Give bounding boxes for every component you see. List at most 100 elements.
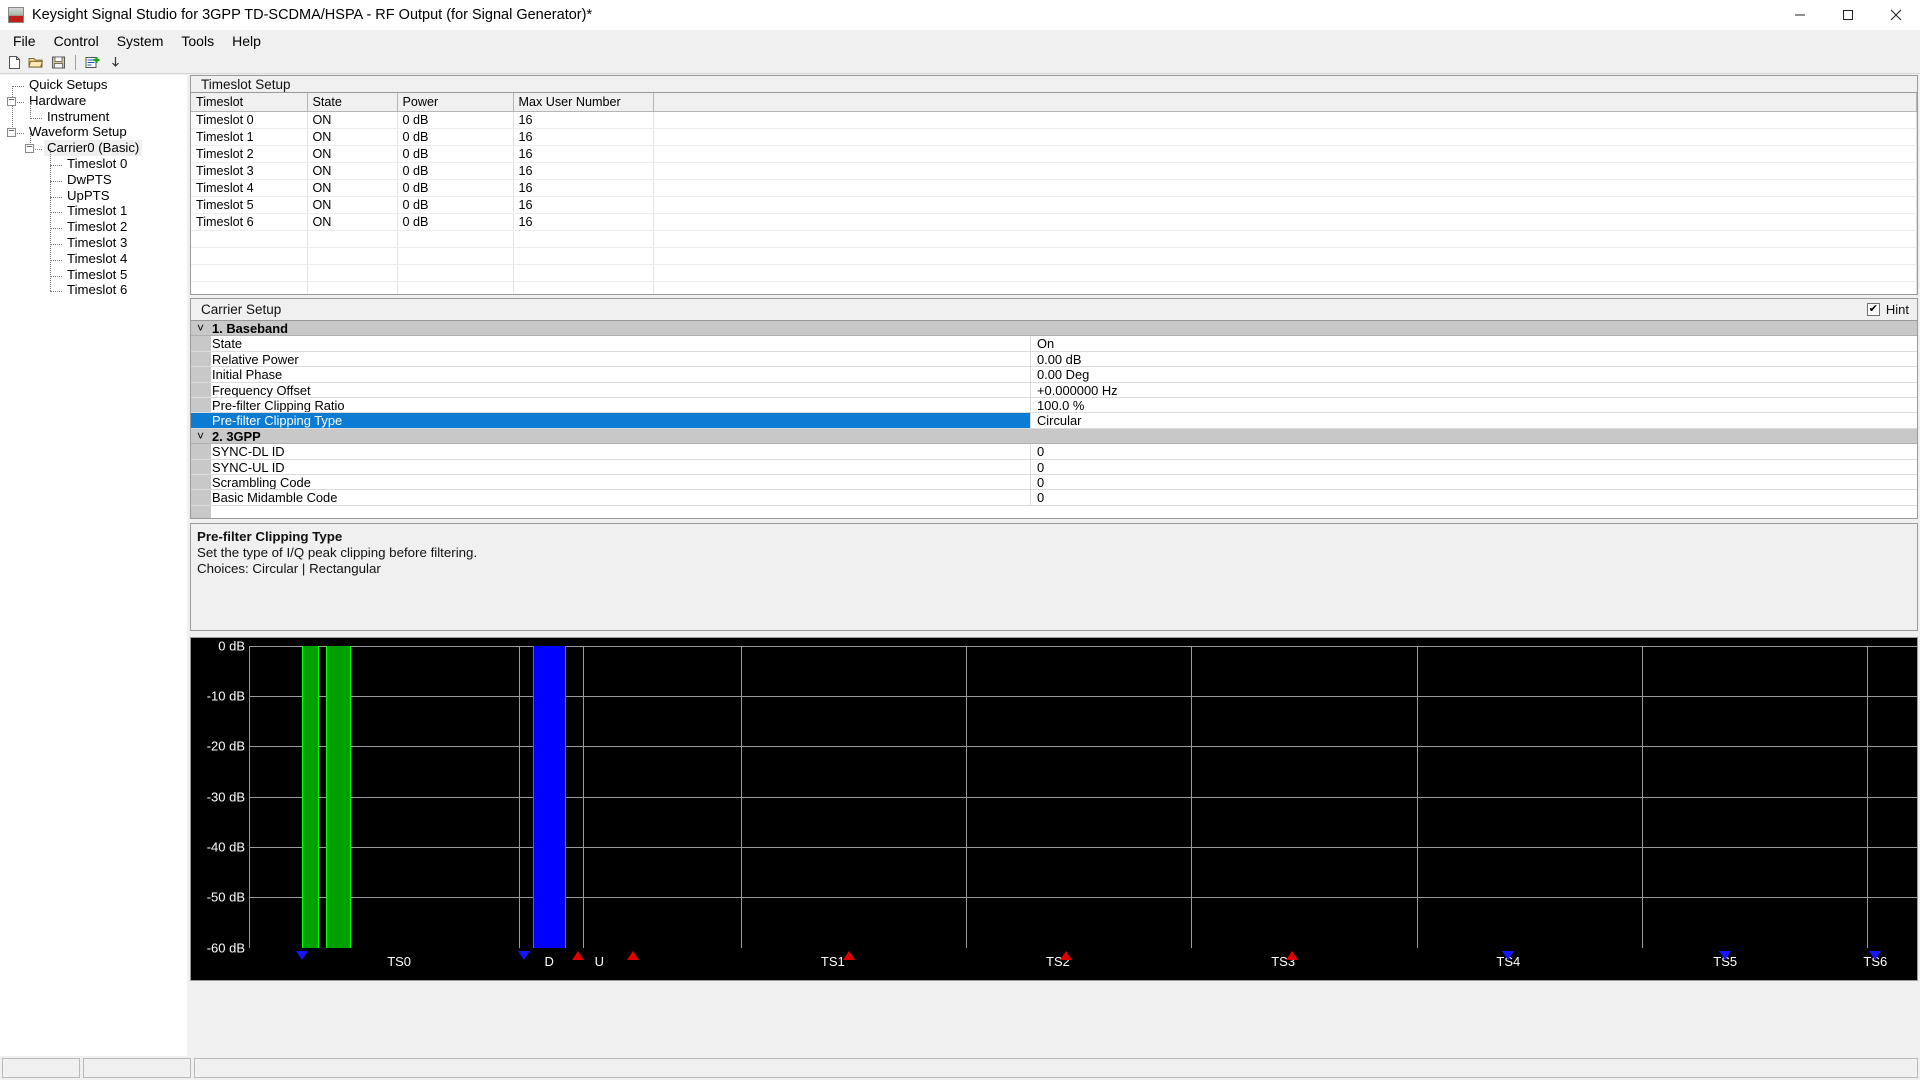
- hint-checkbox[interactable]: ✔: [1866, 303, 1880, 316]
- save-icon[interactable]: [48, 53, 68, 73]
- property-row[interactable]: Relative Power 0.00 dB: [191, 351, 1917, 368]
- property-row[interactable]: State On: [191, 336, 1917, 352]
- property-group-header[interactable]: ˅ 2. 3GPP: [191, 428, 1917, 445]
- timeslot-col-header[interactable]: [653, 93, 1917, 113]
- open-folder-icon[interactable]: [26, 53, 46, 73]
- property-value[interactable]: 100.0 %: [1031, 398, 1917, 412]
- sidebar-item-instrument[interactable]: Instrument: [0, 109, 187, 125]
- property-value[interactable]: On: [1031, 336, 1917, 350]
- timeslot-cell[interactable]: [653, 196, 1917, 215]
- property-value[interactable]: 0: [1031, 444, 1917, 458]
- menu-help[interactable]: Help: [232, 33, 261, 49]
- timeslot-cell[interactable]: 16: [513, 128, 654, 147]
- table-row[interactable]: Timeslot 6 ON 0 dB 16: [191, 213, 1917, 232]
- sidebar-item-timeslot-4[interactable]: Timeslot 4: [0, 251, 187, 267]
- table-row[interactable]: Timeslot 4 ON 0 dB 16: [191, 179, 1917, 198]
- chevron-down-icon[interactable]: ˅: [197, 428, 205, 443]
- property-value[interactable]: 0.00 Deg: [1031, 367, 1917, 381]
- timeslot-col-header[interactable]: State: [307, 93, 398, 113]
- timeslot-cell[interactable]: ON: [307, 179, 398, 198]
- table-row[interactable]: Timeslot 2 ON 0 dB 16: [191, 145, 1917, 164]
- sidebar-item-uppts[interactable]: UpPTS: [0, 188, 187, 204]
- timeslot-cell[interactable]: ON: [307, 128, 398, 147]
- sidebar-item-timeslot-5[interactable]: Timeslot 5: [0, 267, 187, 283]
- sidebar-item-timeslot-1[interactable]: Timeslot 1: [0, 203, 187, 219]
- menu-system[interactable]: System: [116, 33, 164, 49]
- property-row[interactable]: Basic Midamble Code 0: [191, 490, 1917, 506]
- timeslot-cell[interactable]: Timeslot 3: [191, 162, 308, 181]
- property-row[interactable]: SYNC-DL ID 0: [191, 444, 1917, 460]
- sidebar-item-waveform-setup[interactable]: Waveform Setup: [0, 124, 187, 140]
- hint-toggle[interactable]: ✔ Hint: [1866, 302, 1909, 317]
- timeslot-cell[interactable]: Timeslot 4: [191, 179, 308, 198]
- timeslot-cell[interactable]: Timeslot 6: [191, 213, 308, 232]
- timeslot-cell[interactable]: Timeslot 0: [191, 111, 308, 130]
- property-row[interactable]: Initial Phase 0.00 Deg: [191, 367, 1917, 383]
- timeslot-cell[interactable]: [653, 145, 1917, 164]
- menu-control[interactable]: Control: [53, 33, 99, 49]
- timeslot-cell[interactable]: [653, 162, 1917, 181]
- sidebar-item-dwpts[interactable]: DwPTS: [0, 172, 187, 188]
- timeslot-col-header[interactable]: Max User Number: [513, 93, 654, 113]
- timeslot-cell[interactable]: 0 dB: [397, 145, 514, 164]
- timeslot-cell[interactable]: 16: [513, 213, 654, 232]
- property-row[interactable]: Pre-filter Clipping Type▼Circular: [191, 413, 1917, 429]
- timeslot-cell[interactable]: Timeslot 2: [191, 145, 308, 164]
- timeslot-cell[interactable]: ON: [307, 213, 398, 232]
- timeslot-cell[interactable]: 16: [513, 111, 654, 130]
- timeslot-cell[interactable]: [653, 128, 1917, 147]
- table-row[interactable]: Timeslot 5 ON 0 dB 16: [191, 196, 1917, 215]
- timeslot-cell[interactable]: Timeslot 5: [191, 196, 308, 215]
- sidebar-item-timeslot-2[interactable]: Timeslot 2: [0, 219, 187, 235]
- property-group-header[interactable]: ˅ 1. Baseband: [191, 321, 1917, 337]
- property-row[interactable]: Pre-filter Clipping Ratio 100.0 %: [191, 397, 1917, 414]
- table-row[interactable]: Timeslot 1 ON 0 dB 16: [191, 128, 1917, 147]
- maximize-icon[interactable]: [1824, 0, 1872, 30]
- property-value[interactable]: Circular: [1031, 413, 1917, 428]
- timeslot-cell[interactable]: ON: [307, 111, 398, 130]
- download-arrow-icon[interactable]: [105, 53, 125, 73]
- sidebar-item-carrier0-basic[interactable]: Carrier0 (Basic): [0, 140, 187, 156]
- property-value[interactable]: +0.000000 Hz: [1031, 383, 1917, 397]
- menu-file[interactable]: File: [13, 33, 36, 49]
- property-value[interactable]: 0: [1031, 475, 1917, 489]
- timeslot-cell[interactable]: ON: [307, 145, 398, 164]
- sidebar-item-timeslot-6[interactable]: Timeslot 6: [0, 282, 187, 298]
- timeslot-cell[interactable]: 16: [513, 179, 654, 198]
- new-file-icon[interactable]: [4, 53, 24, 73]
- property-row[interactable]: Scrambling Code 0: [191, 474, 1917, 491]
- timeslot-cell[interactable]: [653, 111, 1917, 130]
- timeslot-cell[interactable]: ON: [307, 162, 398, 181]
- timeslot-cell[interactable]: Timeslot 1: [191, 128, 308, 147]
- timeslot-cell[interactable]: [653, 213, 1917, 232]
- table-row[interactable]: Timeslot 0 ON 0 dB 16: [191, 111, 1917, 130]
- table-row[interactable]: Timeslot 3 ON 0 dB 16: [191, 162, 1917, 181]
- chevron-down-icon[interactable]: ˅: [197, 321, 205, 335]
- timeslot-cell[interactable]: ON: [307, 196, 398, 215]
- timeslot-cell[interactable]: 16: [513, 196, 654, 215]
- property-row[interactable]: Frequency Offset +0.000000 Hz: [191, 382, 1917, 398]
- sidebar-item-timeslot-3[interactable]: Timeslot 3: [0, 235, 187, 251]
- timeslot-cell[interactable]: 0 dB: [397, 111, 514, 130]
- sidebar-item-timeslot-0[interactable]: Timeslot 0: [0, 156, 187, 172]
- timeslot-cell[interactable]: 0 dB: [397, 128, 514, 147]
- property-row[interactable]: SYNC-UL ID 0: [191, 459, 1917, 475]
- property-value[interactable]: 0: [1031, 490, 1917, 504]
- property-value[interactable]: 0.00 dB: [1031, 352, 1917, 366]
- timeslot-col-header[interactable]: Timeslot: [191, 93, 308, 113]
- timeslot-col-header[interactable]: Power: [397, 93, 514, 113]
- timeslot-cell[interactable]: 0 dB: [397, 213, 514, 232]
- add-waveform-icon[interactable]: [83, 53, 103, 73]
- sidebar-item-quick-setups[interactable]: Quick Setups: [0, 77, 187, 93]
- property-value[interactable]: 0: [1031, 460, 1917, 474]
- close-icon[interactable]: [1872, 0, 1920, 30]
- timeslot-cell[interactable]: 0 dB: [397, 179, 514, 198]
- menu-tools[interactable]: Tools: [181, 33, 215, 49]
- timeslot-cell[interactable]: 16: [513, 145, 654, 164]
- sidebar-item-hardware[interactable]: Hardware: [0, 93, 187, 109]
- timeslot-cell[interactable]: 16: [513, 162, 654, 181]
- timeslot-cell[interactable]: 0 dB: [397, 196, 514, 215]
- timeslot-cell[interactable]: 0 dB: [397, 162, 514, 181]
- timeslot-cell[interactable]: [653, 179, 1917, 198]
- minimize-icon[interactable]: [1776, 0, 1824, 30]
